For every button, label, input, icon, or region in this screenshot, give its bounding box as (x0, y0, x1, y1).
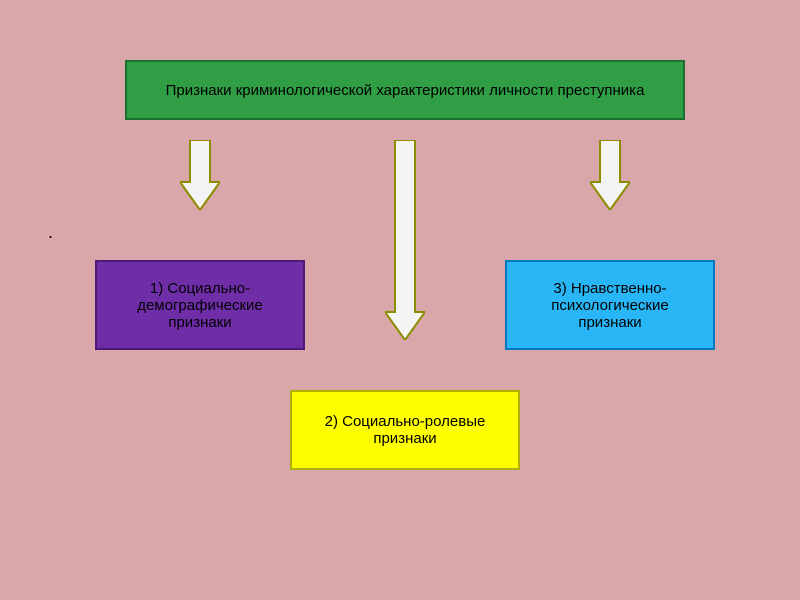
slide-canvas: Признаки криминологической характеристик… (0, 0, 800, 600)
stray-dot: . (48, 222, 53, 243)
box3-label: 3) Нравственно- психологические признаки (543, 276, 676, 335)
arrow-left-icon (180, 140, 220, 210)
box2: 2) Социально-ролевые признаки (290, 390, 520, 470)
arrow-center-icon (385, 140, 425, 340)
arrow-right-icon (590, 140, 630, 210)
title-box-label: Признаки криминологической характеристик… (158, 78, 653, 103)
box3: 3) Нравственно- психологические признаки (505, 260, 715, 350)
title-box: Признаки криминологической характеристик… (125, 60, 685, 120)
box2-label: 2) Социально-ролевые признаки (317, 409, 494, 451)
box1-label: 1) Социально- демографические признаки (129, 276, 271, 335)
box1: 1) Социально- демографические признаки (95, 260, 305, 350)
